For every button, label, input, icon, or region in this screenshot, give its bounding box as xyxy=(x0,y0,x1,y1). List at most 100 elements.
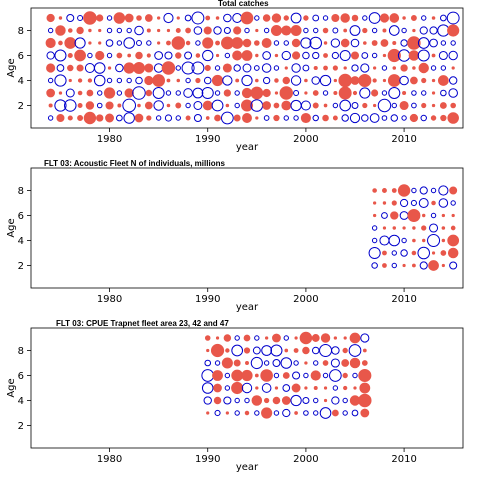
bubble-negative xyxy=(220,111,234,125)
bubble-negative xyxy=(312,114,319,122)
y-tick-label: 4 xyxy=(18,396,24,407)
bubble-negative xyxy=(224,52,231,59)
bubble-positive xyxy=(202,37,214,49)
bubble-negative xyxy=(303,27,309,34)
bubble-negative xyxy=(192,87,204,99)
bubble-negative xyxy=(214,65,221,71)
bubble-negative xyxy=(312,14,320,22)
bubble-negative xyxy=(272,359,281,367)
bubble-positive xyxy=(233,26,242,35)
bubble-negative xyxy=(332,102,339,109)
bubble-positive xyxy=(312,90,319,96)
bubble-negative xyxy=(106,52,113,59)
bubble-positive xyxy=(431,200,436,206)
bubble-positive xyxy=(281,25,292,36)
bubble-negative xyxy=(252,346,261,355)
bubble-positive xyxy=(205,116,210,120)
bubble-negative xyxy=(234,102,240,109)
bubble-positive xyxy=(293,348,299,353)
bubble-negative xyxy=(430,212,437,219)
bubble-positive xyxy=(241,50,253,61)
bubble-positive xyxy=(202,100,213,111)
bubble-negative xyxy=(273,65,280,71)
bubble-positive xyxy=(46,13,55,23)
bubble-negative xyxy=(223,27,231,34)
bubble-positive xyxy=(161,61,176,75)
x-axis-label: year xyxy=(236,462,259,473)
bubble-positive xyxy=(88,41,92,45)
bubble-positive xyxy=(273,114,280,122)
bubble-negative xyxy=(438,198,449,208)
bubble-positive xyxy=(340,38,350,48)
bubble-positive xyxy=(382,78,387,83)
bubble-negative xyxy=(64,99,77,112)
x-tick-label: 1990 xyxy=(195,294,220,305)
bubble-negative xyxy=(303,410,309,416)
bubble-positive xyxy=(358,393,372,408)
bubble-positive xyxy=(323,41,328,45)
bubble-negative xyxy=(262,76,271,85)
bubble-positive xyxy=(439,102,447,109)
bubble-negative xyxy=(273,410,280,416)
y-tick-label: 2 xyxy=(18,421,24,432)
bubble-positive xyxy=(242,38,252,48)
bubble-positive xyxy=(408,50,420,61)
bubble-positive xyxy=(263,397,270,404)
bubble-positive xyxy=(431,251,436,255)
bubble-positive xyxy=(233,359,241,367)
bubble-positive xyxy=(441,213,446,218)
x-tick-label: 1980 xyxy=(97,294,122,305)
bubble-negative xyxy=(371,52,378,59)
bubble-negative xyxy=(204,359,212,367)
bubble-positive xyxy=(274,386,279,390)
bubble-positive xyxy=(46,88,56,98)
bubble-positive xyxy=(254,373,259,378)
bubble-negative xyxy=(429,26,438,35)
bubble-negative xyxy=(361,52,369,59)
bubble-positive xyxy=(242,113,252,123)
bubble-negative xyxy=(214,360,221,366)
bubble-positive xyxy=(382,226,387,230)
bubble-positive xyxy=(245,361,249,365)
bubble-negative xyxy=(311,346,320,355)
bubble-positive xyxy=(171,36,186,50)
bubble-positive xyxy=(68,78,72,83)
bubble-negative xyxy=(263,360,270,366)
bubble-negative xyxy=(134,25,144,36)
bubble-negative xyxy=(300,100,311,111)
bubble-negative xyxy=(293,115,299,121)
bubble-positive xyxy=(206,348,210,353)
y-axis-label: Age xyxy=(6,58,17,77)
bubble-positive xyxy=(146,28,151,33)
bubble-group xyxy=(201,331,372,419)
bubble-negative xyxy=(411,187,417,194)
bubble-negative xyxy=(291,63,301,73)
bubble-negative xyxy=(322,372,329,379)
bubble-negative xyxy=(97,90,103,96)
y-tick-label: 2 xyxy=(18,261,24,272)
bubble-positive xyxy=(223,89,232,97)
bubble-positive xyxy=(98,28,102,33)
bubble-positive xyxy=(362,348,367,353)
bubble-negative xyxy=(211,99,224,112)
bubble-positive xyxy=(450,102,456,109)
bubble-negative xyxy=(273,40,280,46)
bubble-positive xyxy=(87,78,93,83)
panel-2: FLT 03: Acoustic Fleet N of individuals,… xyxy=(6,159,464,313)
bubble-positive xyxy=(447,247,459,259)
bubble-positive xyxy=(447,234,460,247)
bubble-negative xyxy=(350,38,360,48)
bubble-negative xyxy=(400,249,408,257)
bubble-positive xyxy=(410,15,417,21)
bubble-negative xyxy=(116,114,123,122)
bubble-positive xyxy=(358,368,372,383)
bubble-negative xyxy=(391,102,397,109)
bubble-positive xyxy=(372,78,377,83)
bubble-positive xyxy=(215,336,220,340)
bubble-positive xyxy=(382,188,387,193)
bubble-positive xyxy=(86,89,94,97)
x-tick-label: 2010 xyxy=(391,294,416,305)
bubble-positive xyxy=(124,13,134,23)
bubble-negative xyxy=(352,372,358,379)
bubble-negative xyxy=(309,36,323,50)
